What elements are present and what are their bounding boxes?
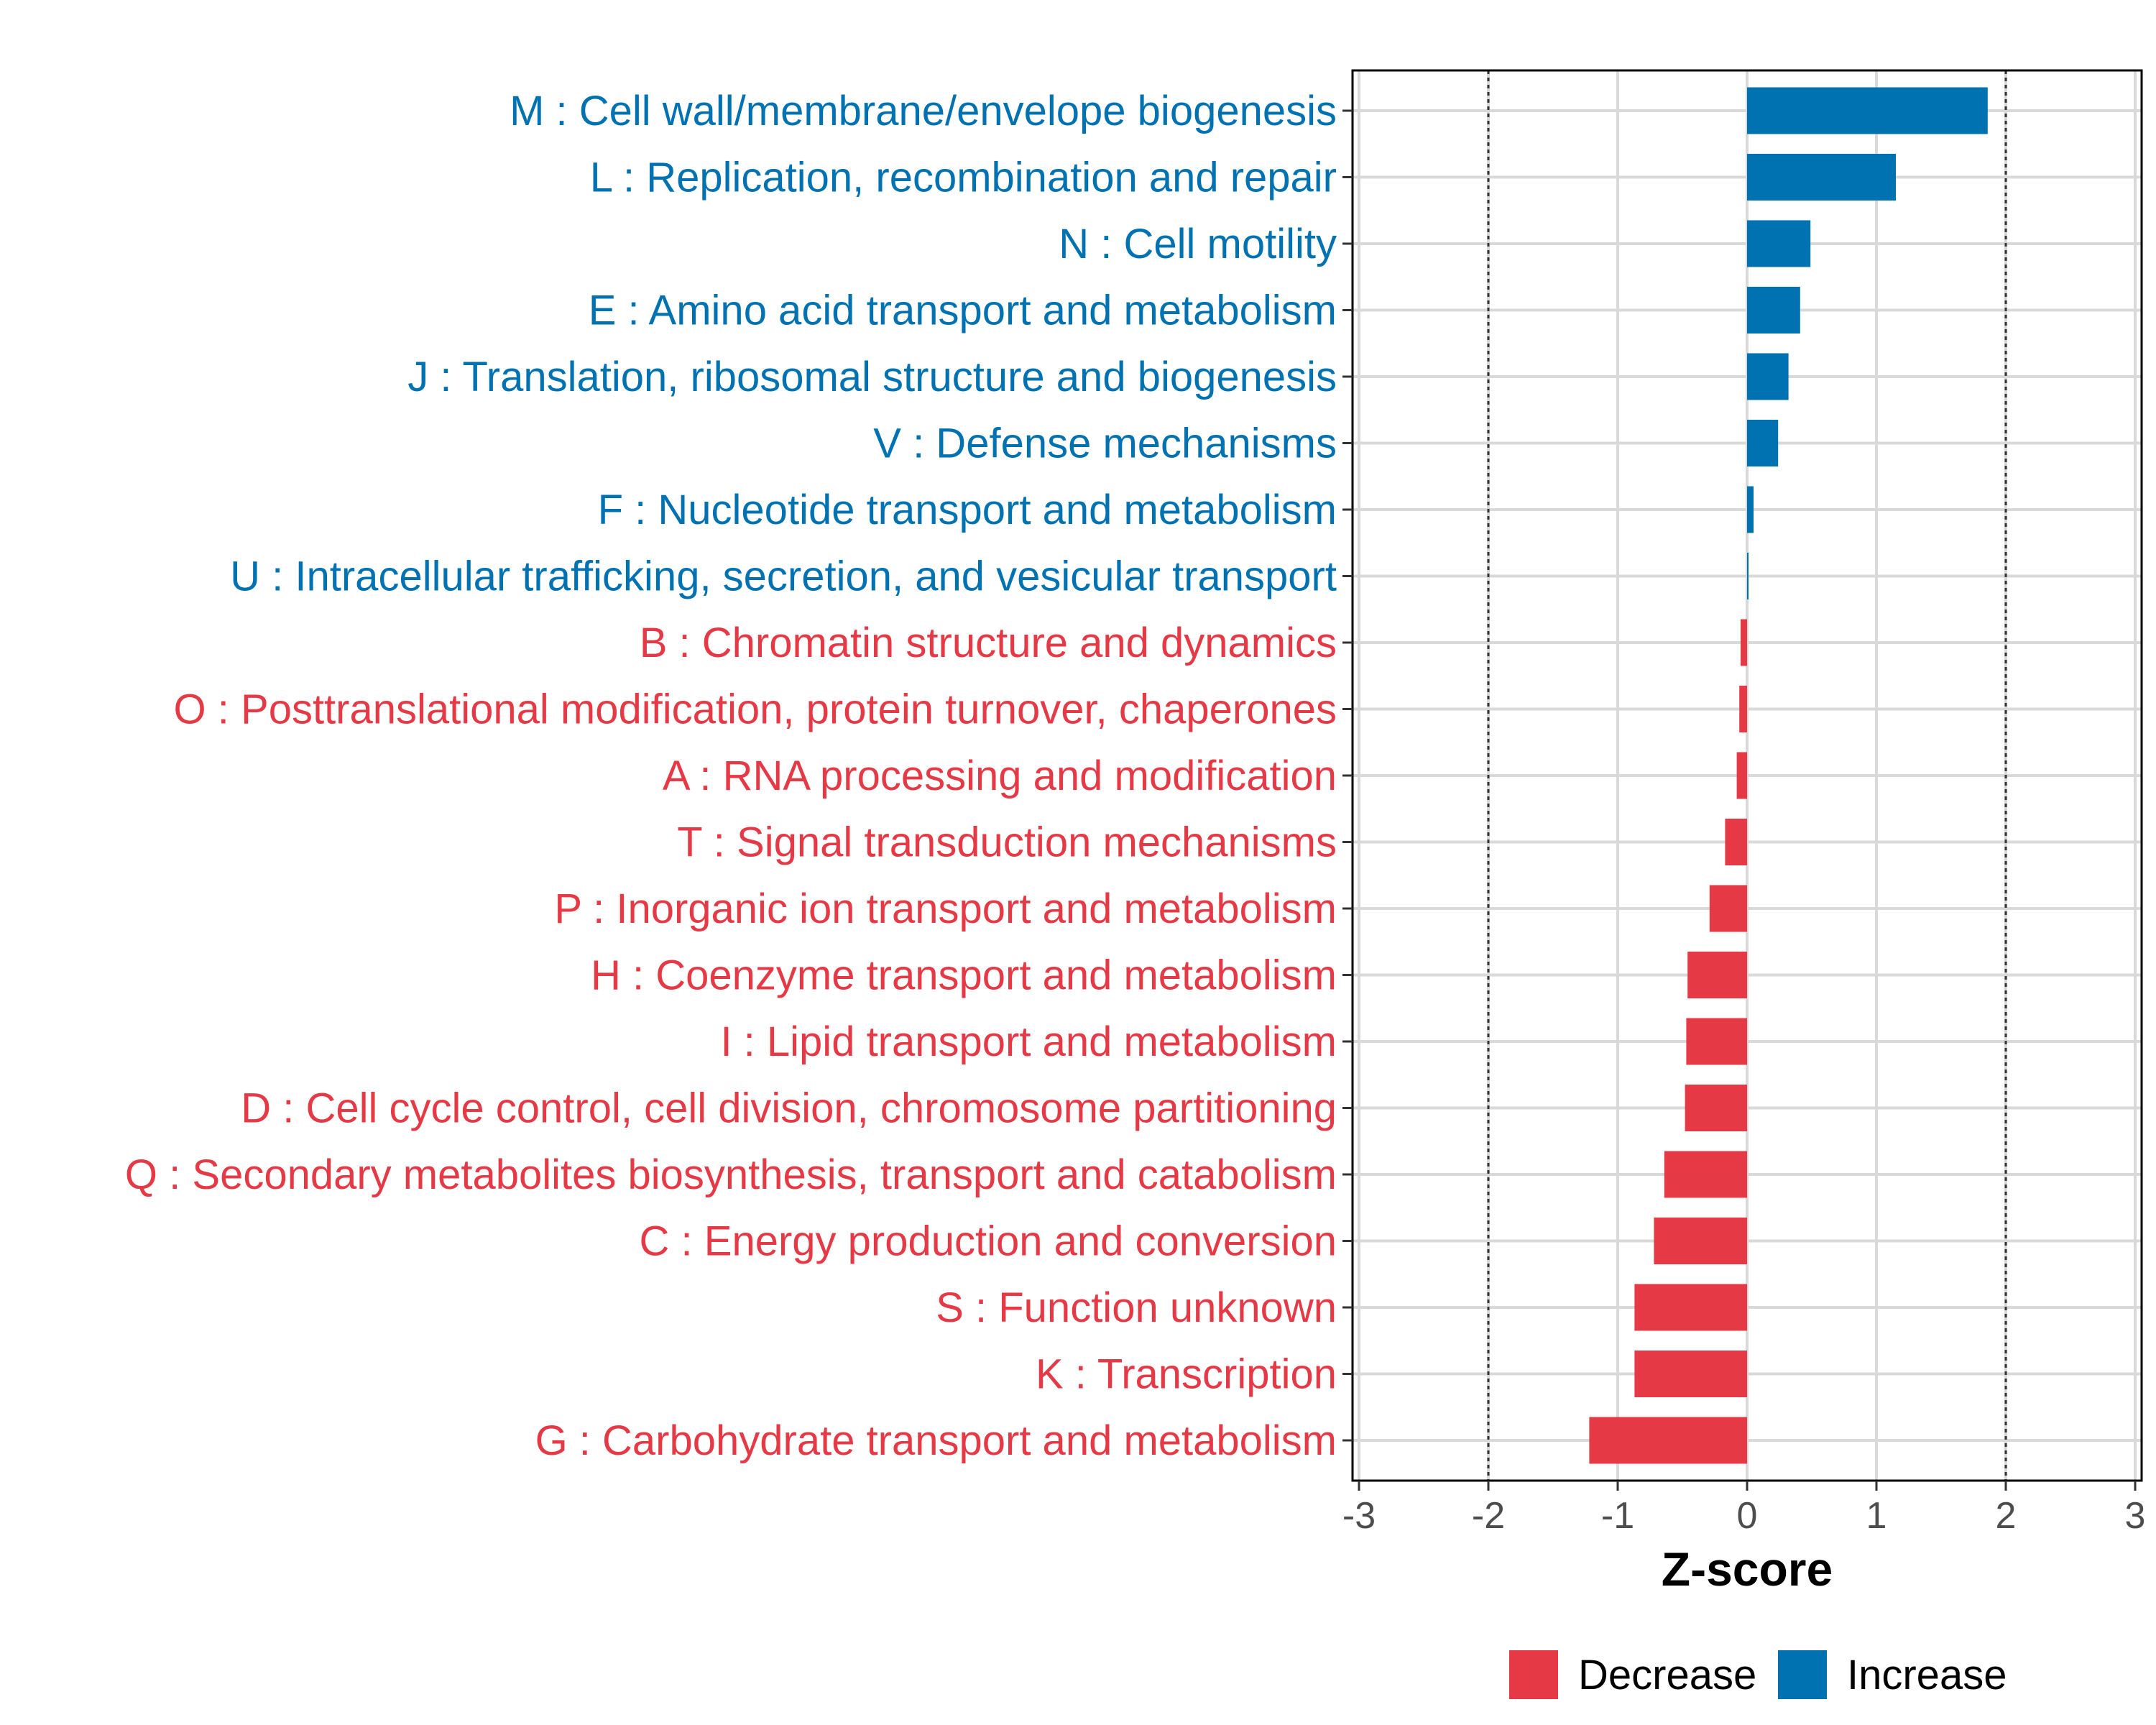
x-axis-title: Z-score xyxy=(1662,1542,1833,1596)
bar-g xyxy=(1589,1417,1747,1464)
bar-i xyxy=(1686,1018,1747,1065)
bar-p xyxy=(1709,885,1747,932)
category-label: U : Intracellular trafficking, secretion… xyxy=(230,553,1337,600)
category-label: V : Defense mechanisms xyxy=(873,420,1337,467)
x-tick-label: 3 xyxy=(2125,1495,2146,1537)
bar-m xyxy=(1747,87,1988,134)
reference-lines xyxy=(1487,70,2007,1481)
category-label: S : Function unknown xyxy=(936,1284,1337,1331)
bar-d xyxy=(1685,1085,1747,1131)
x-tick-label: -2 xyxy=(1472,1495,1505,1537)
bar-j xyxy=(1747,353,1789,400)
category-label: P : Inorganic ion transport and metaboli… xyxy=(554,886,1337,932)
category-label: A : RNA processing and modification xyxy=(663,753,1337,799)
bar-e xyxy=(1747,287,1800,334)
category-label: C : Energy production and conversion xyxy=(640,1218,1337,1265)
category-label: L : Replication, recombination and repai… xyxy=(590,155,1337,201)
legend-swatch-increase xyxy=(1778,1650,1827,1699)
x-tick-label: 2 xyxy=(1996,1495,2017,1537)
bars-layer xyxy=(1589,87,1988,1464)
legend: Decrease Increase xyxy=(1509,1650,2007,1699)
bar-t xyxy=(1725,819,1747,865)
legend-swatch-decrease xyxy=(1509,1650,1558,1699)
x-tick-label: -1 xyxy=(1601,1495,1634,1537)
x-tick-label: 1 xyxy=(1866,1495,1887,1537)
bar-b xyxy=(1741,619,1747,666)
x-tick-label: 0 xyxy=(1737,1495,1758,1537)
category-label: M : Cell wall/membrane/envelope biogenes… xyxy=(510,88,1337,134)
category-label: B : Chromatin structure and dynamics xyxy=(640,620,1337,666)
bar-s xyxy=(1634,1284,1747,1331)
axis-ticks: -3 -2 -1 0 1 2 3 xyxy=(1342,109,2146,1537)
category-label: K : Transcription xyxy=(1036,1351,1337,1398)
bar-h xyxy=(1687,952,1747,998)
bar-a xyxy=(1736,752,1747,799)
category-labels: M : Cell wall/membrane/envelope biogenes… xyxy=(125,88,1337,1464)
category-label: Q : Secondary metabolites biosynthesis, … xyxy=(125,1151,1337,1198)
category-label: T : Signal transduction mechanisms xyxy=(677,819,1337,866)
category-label: F : Nucleotide transport and metabolism xyxy=(598,487,1337,533)
legend-label-increase: Increase xyxy=(1847,1652,2007,1698)
x-tick-label: -3 xyxy=(1342,1495,1376,1537)
category-label: J : Translation, ribosomal structure and… xyxy=(407,354,1337,400)
category-label: O : Posttranslational modification, prot… xyxy=(174,686,1337,733)
bar-n xyxy=(1747,220,1811,267)
legend-label-decrease: Decrease xyxy=(1578,1652,1756,1698)
category-label: H : Coenzyme transport and metabolism xyxy=(591,952,1337,999)
category-label: I : Lipid transport and metabolism xyxy=(720,1018,1337,1065)
category-label: D : Cell cycle control, cell division, c… xyxy=(241,1085,1337,1132)
category-label: E : Amino acid transport and metabolism xyxy=(589,288,1337,334)
bar-q xyxy=(1664,1151,1747,1198)
bar-k xyxy=(1634,1351,1747,1397)
bar-c xyxy=(1654,1218,1747,1264)
bar-f xyxy=(1747,486,1754,533)
bar-o xyxy=(1739,686,1747,732)
bar-v xyxy=(1747,420,1779,466)
bar-u xyxy=(1747,553,1749,599)
category-label: G : Carbohydrate transport and metabolis… xyxy=(535,1417,1337,1464)
bar-l xyxy=(1747,154,1896,201)
category-label: N : Cell motility xyxy=(1059,221,1337,267)
